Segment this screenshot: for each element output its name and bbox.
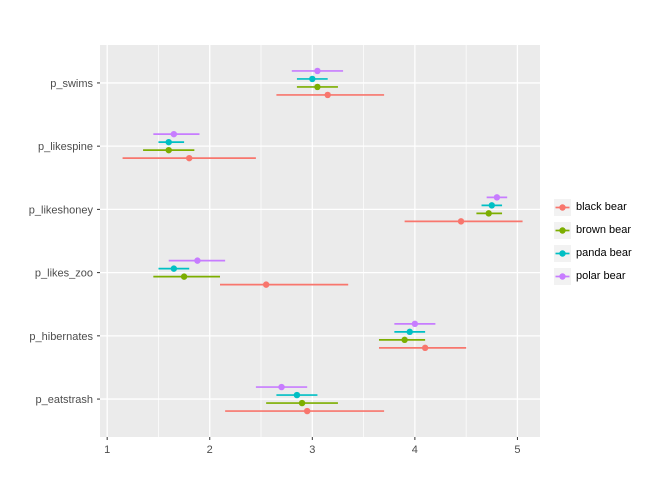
y-tick-label: p_likeshoney: [29, 204, 94, 216]
point-estimate: [165, 138, 172, 146]
point-estimate: [493, 194, 501, 201]
legend: black bear brown bear panda bear polar bear: [554, 198, 632, 285]
plot-panel: [100, 45, 540, 437]
x-tick-label: 4: [412, 444, 418, 456]
x-tick-label: 3: [309, 444, 315, 456]
point-estimate: [170, 265, 178, 272]
point-estimate: [170, 130, 178, 138]
point-estimate: [186, 154, 193, 162]
legend-key-icon: [554, 221, 571, 239]
point-estimate: [314, 67, 321, 75]
point-estimate: [180, 273, 188, 280]
point-estimate: [488, 202, 495, 209]
legend-label: polar bear: [576, 269, 626, 282]
point-estimate: [457, 218, 465, 225]
legend-key-icon: [554, 267, 571, 285]
y-tick-label: p_likespine: [38, 141, 93, 153]
point-estimate: [298, 399, 306, 407]
x-tick-label: 1: [104, 444, 110, 456]
point-estimate: [314, 83, 321, 91]
y-tick-label: p_hibernates: [29, 331, 93, 343]
point-estimate: [406, 328, 413, 336]
y-tick-label: p_swims: [50, 78, 93, 90]
point-estimate: [194, 257, 201, 264]
legend-label: brown bear: [576, 223, 632, 236]
point-estimate: [411, 320, 419, 328]
legend-item: brown bear: [554, 221, 632, 239]
point-estimate: [421, 344, 429, 352]
point-estimate: [485, 210, 492, 217]
legend-key-icon: [554, 244, 571, 262]
legend-label: black bear: [576, 200, 627, 213]
legend-item: panda bear: [554, 244, 632, 262]
point-estimate: [401, 336, 408, 344]
point-estimate: [262, 281, 270, 288]
point-estimate: [324, 91, 331, 99]
point-estimate: [293, 391, 301, 399]
legend-item: black bear: [554, 198, 632, 216]
x-tick-label: 2: [207, 444, 213, 456]
y-tick-label: p_eatstrash: [36, 394, 93, 406]
x-tick-label: 5: [514, 444, 520, 456]
point-estimate: [309, 75, 316, 83]
point-estimate: [303, 407, 311, 415]
legend-label: panda bear: [576, 246, 632, 259]
point-estimate: [278, 383, 285, 391]
y-tick-label: p_likes_zoo: [35, 268, 93, 280]
legend-key-icon: [554, 198, 571, 216]
point-estimate: [165, 146, 172, 154]
legend-item: polar bear: [554, 267, 632, 285]
